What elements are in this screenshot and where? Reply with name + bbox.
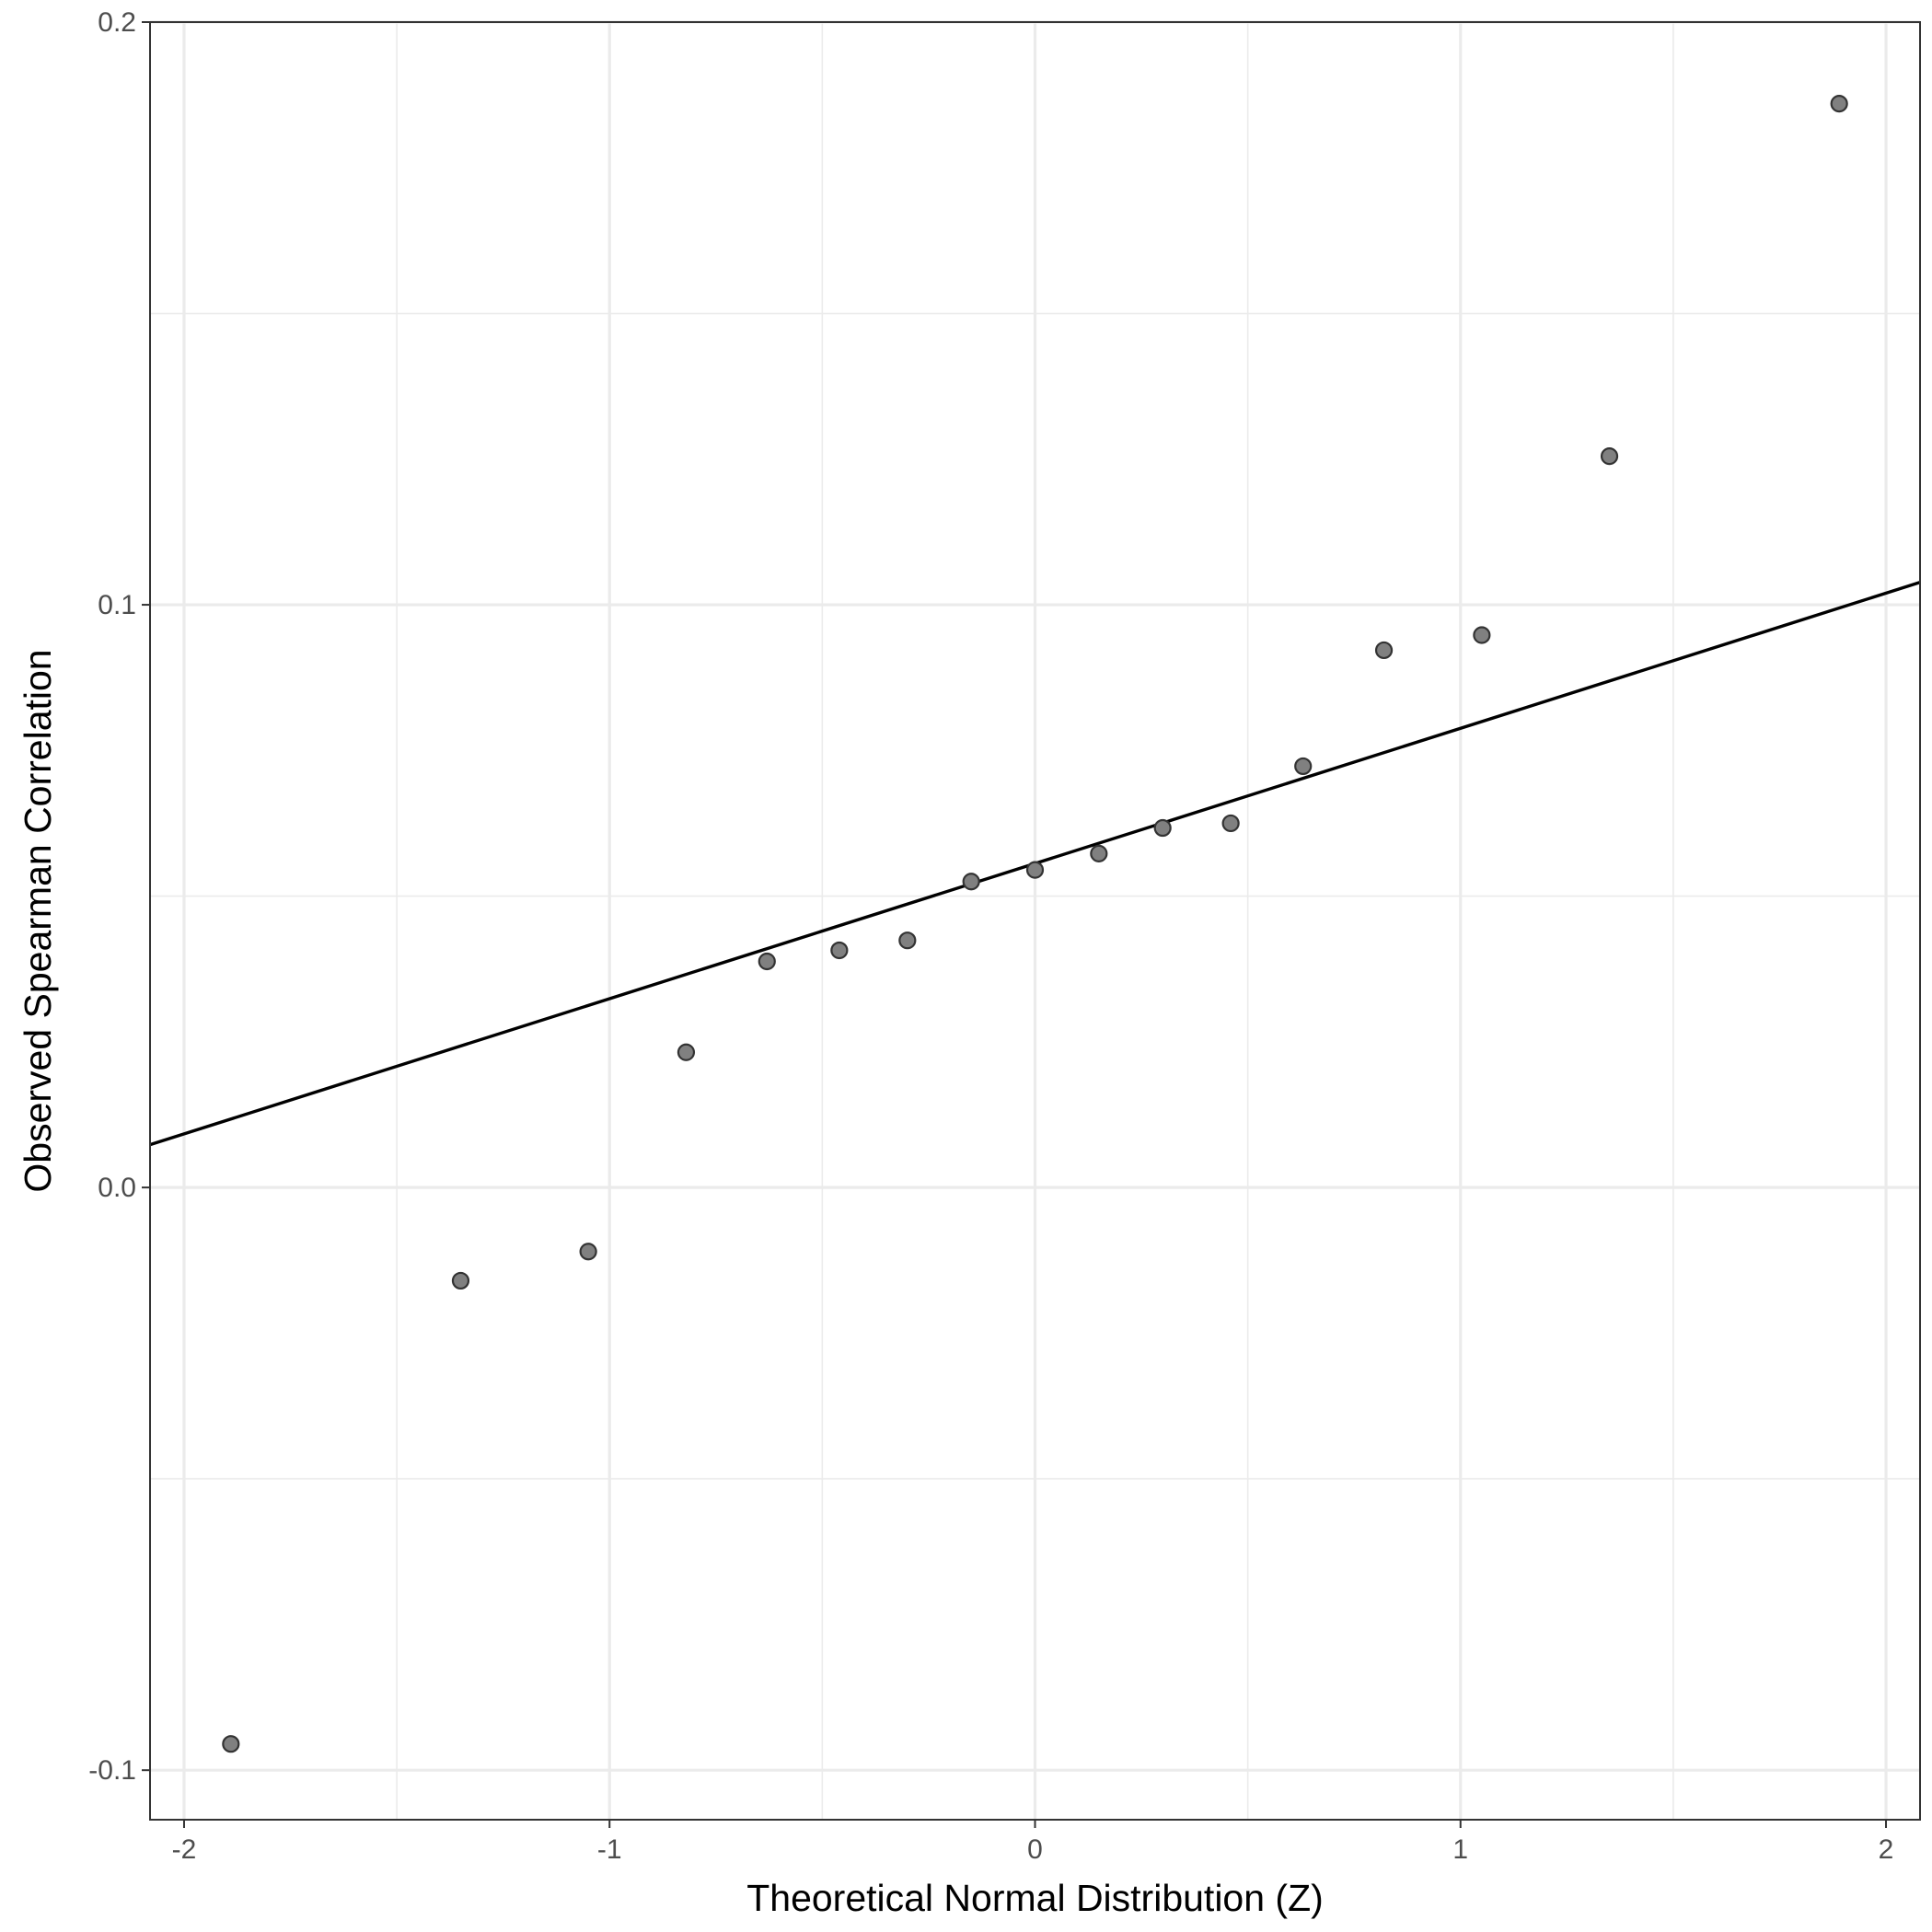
x-tick-label: 2 <box>1879 1834 1894 1865</box>
data-point <box>898 931 917 950</box>
data-point <box>451 1271 470 1290</box>
x-tick-label: 0 <box>1027 1834 1043 1865</box>
axes: -2 -1 0 1 2 -0.1 0.0 0.1 0.2 <box>88 7 1893 1865</box>
data-point <box>1473 626 1491 644</box>
data-point <box>1221 814 1240 833</box>
data-point <box>1374 641 1394 660</box>
x-axis-title: Theoretical Normal Distribution (Z) <box>746 1877 1324 1919</box>
x-tick-label: -2 <box>172 1834 197 1865</box>
y-tick-label: 0.0 <box>98 1173 136 1203</box>
x-tick-label: -1 <box>597 1834 622 1865</box>
y-tick-label: 0.1 <box>98 590 136 620</box>
data-point <box>1090 844 1108 862</box>
data-points <box>222 95 1848 1753</box>
data-point <box>1600 447 1619 466</box>
y-axis-title: Observed Spearman Correlation <box>17 649 59 1192</box>
data-point <box>962 873 980 891</box>
data-point <box>1025 861 1045 879</box>
grid-lines <box>150 20 1920 1820</box>
data-point <box>758 952 776 971</box>
data-point <box>1153 818 1172 838</box>
y-tick-label: 0.2 <box>98 7 136 38</box>
data-point <box>1294 757 1313 776</box>
data-point <box>222 1735 240 1753</box>
y-tick-label: -0.1 <box>88 1755 136 1786</box>
data-point <box>579 1243 597 1261</box>
data-point <box>830 941 849 960</box>
x-tick-label: 1 <box>1452 1834 1468 1865</box>
data-point <box>677 1043 696 1061</box>
data-point <box>1830 95 1848 113</box>
